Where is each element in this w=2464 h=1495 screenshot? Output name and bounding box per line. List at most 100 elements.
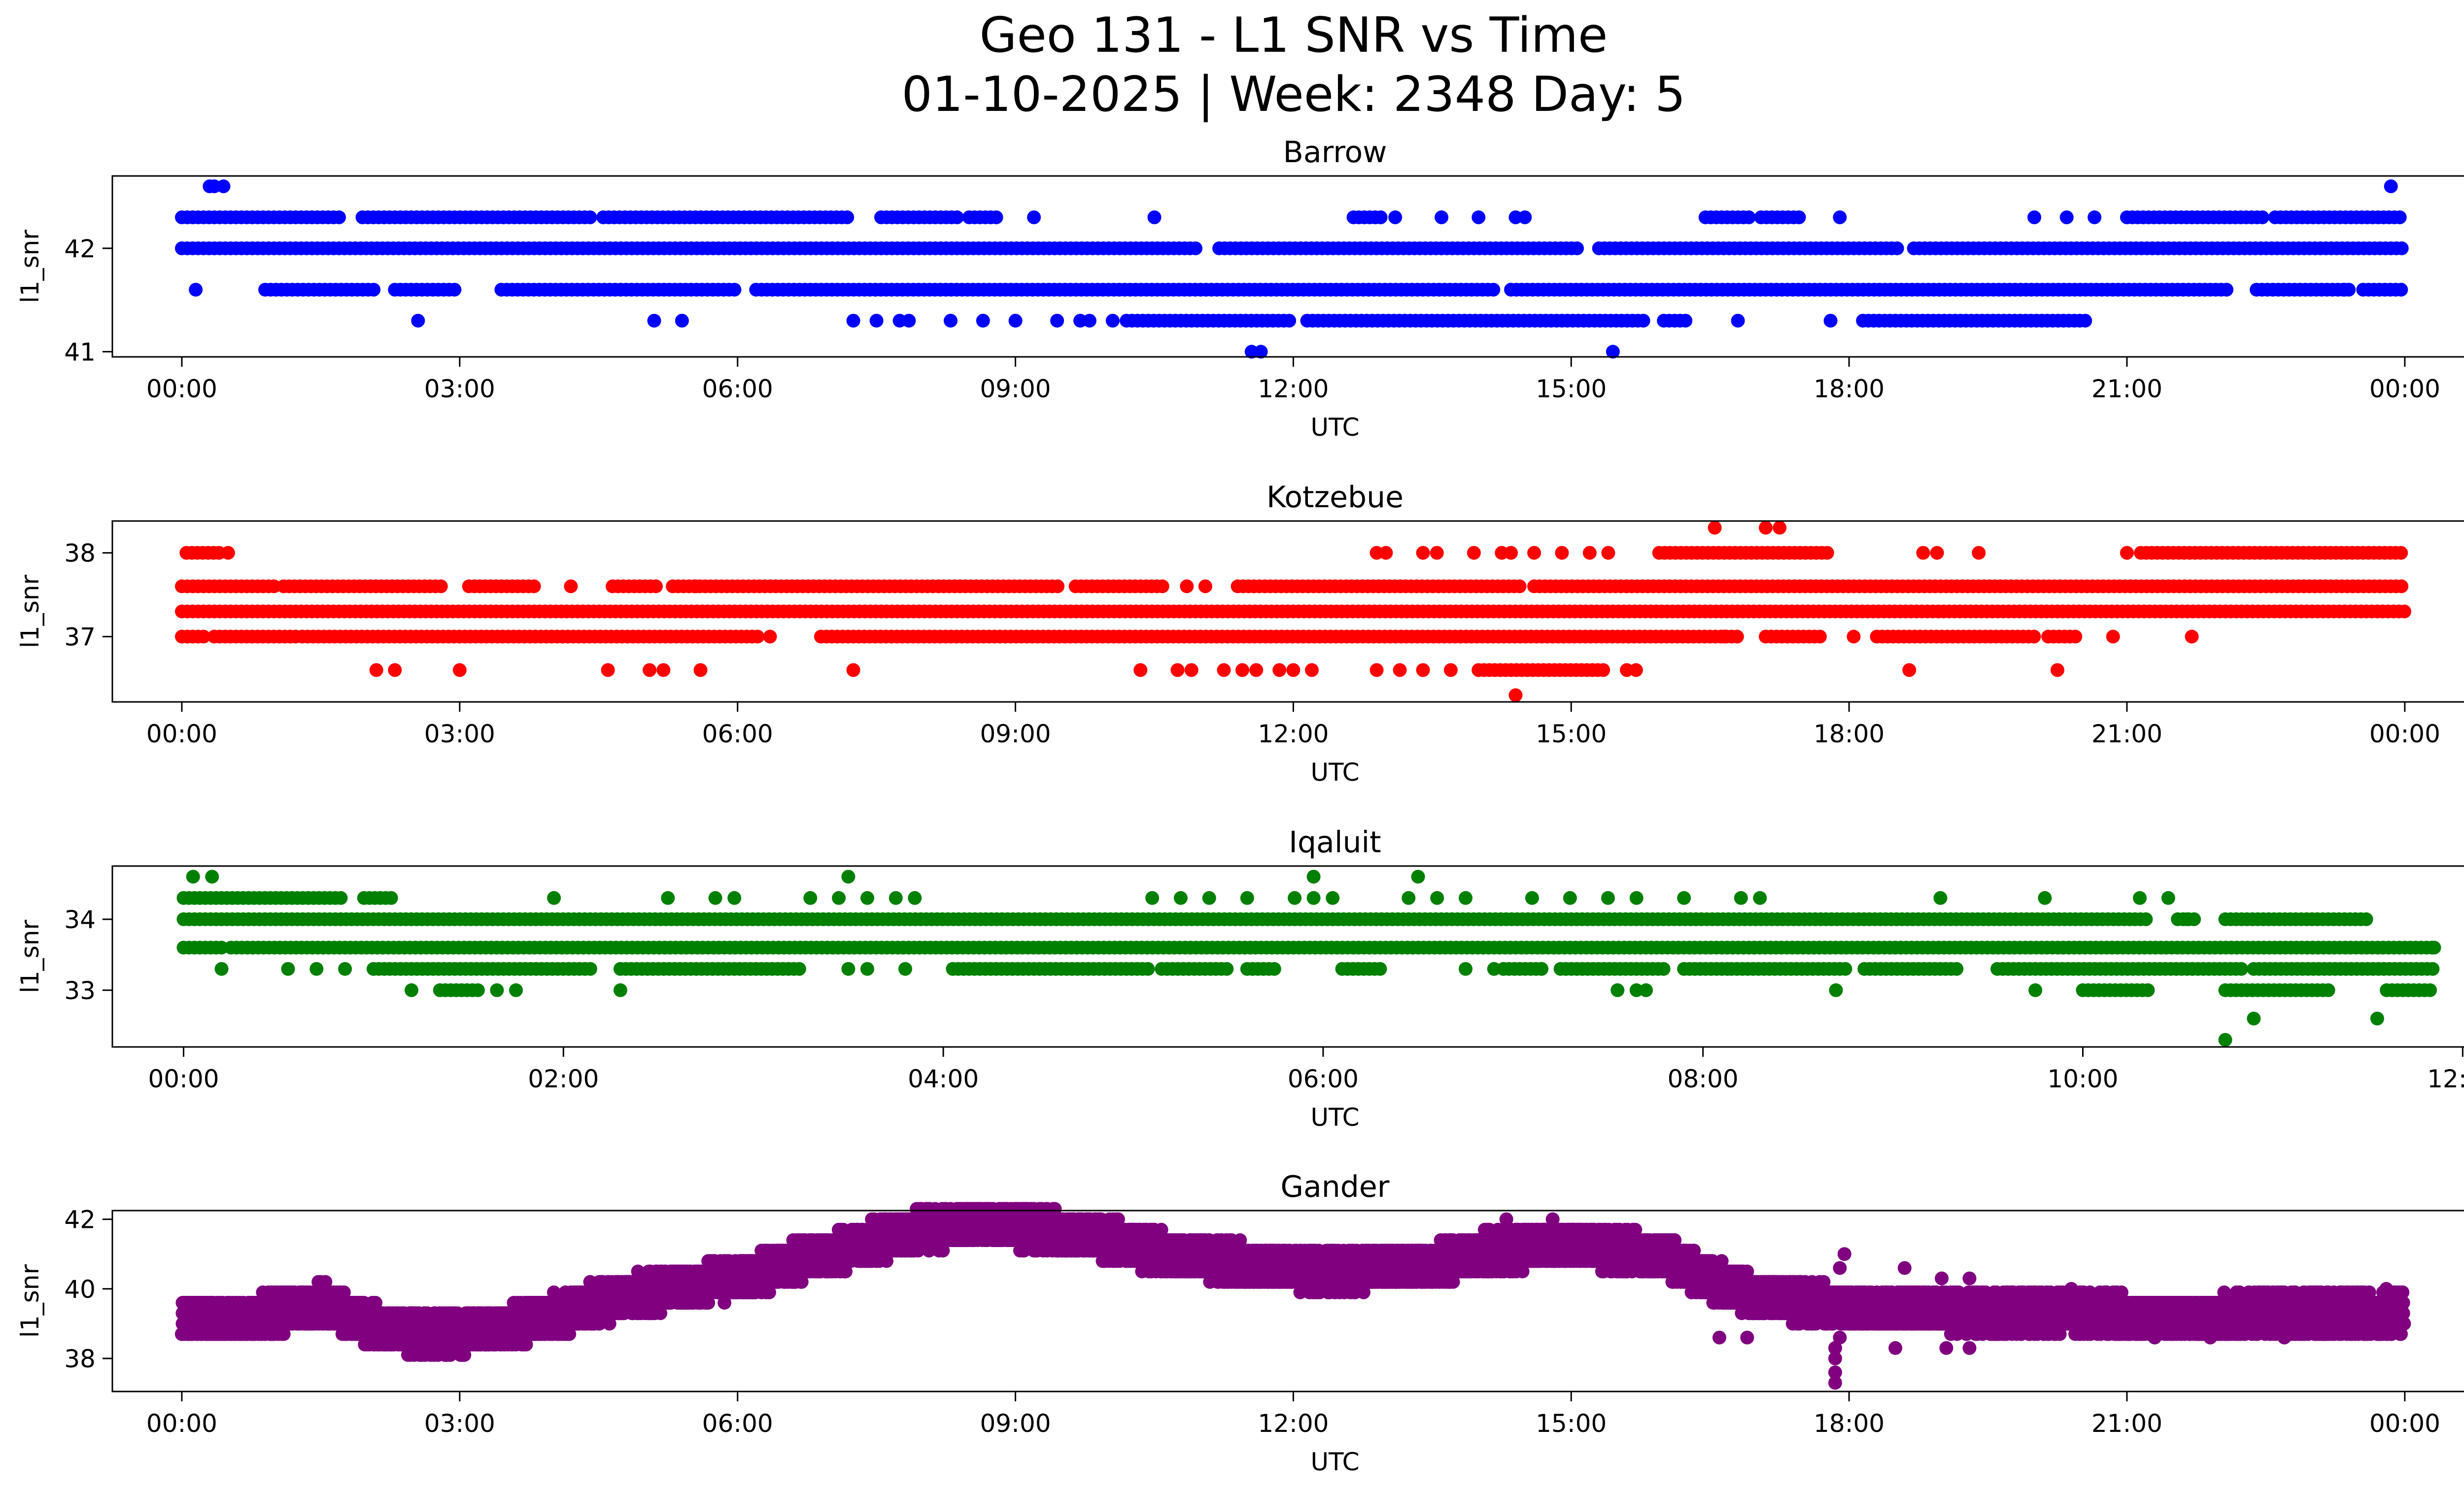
x-tick-label: 06:00 — [1288, 1065, 1359, 1093]
y-tick-label: 37 — [64, 623, 96, 651]
data-point — [2133, 891, 2147, 905]
data-point — [860, 891, 874, 905]
data-point — [1411, 869, 1425, 884]
data-point — [846, 313, 860, 328]
data-point — [869, 313, 884, 328]
data-point — [1288, 891, 1302, 905]
data-point — [490, 983, 504, 997]
data-point — [1677, 891, 1691, 905]
data-point — [1930, 546, 1944, 560]
x-tick-label: 09:00 — [980, 375, 1051, 403]
data-point — [1950, 962, 1964, 976]
data-point — [388, 663, 402, 677]
x-tick-label: 03:00 — [424, 375, 495, 403]
data-point — [1734, 891, 1748, 905]
data-point — [1972, 546, 1986, 560]
data-point — [1813, 629, 1827, 644]
data-point — [2337, 282, 2352, 297]
x-tick-label: 04:00 — [908, 1065, 979, 1093]
data-point — [1393, 663, 1407, 677]
data-point — [601, 663, 615, 677]
data-point — [2141, 983, 2155, 997]
x-tick-label: 02:00 — [528, 1065, 599, 1093]
figure-title-line-2: 01-10-2025 | Week: 2348 Day: 5 — [902, 67, 1686, 123]
data-point — [1435, 210, 1449, 224]
y-tick-label: 33 — [64, 976, 96, 1005]
x-tick-label: 18:00 — [1814, 720, 1884, 748]
data-point — [1198, 579, 1212, 593]
data-point — [727, 891, 742, 905]
data-point — [411, 313, 425, 328]
data-point — [1008, 313, 1023, 328]
data-point — [1373, 962, 1387, 976]
data-point — [527, 579, 541, 593]
x-tick-label: 21:00 — [2091, 720, 2162, 748]
data-point — [1133, 663, 1148, 677]
data-point — [976, 313, 990, 328]
x-axis-label: UTC — [1310, 413, 1359, 442]
data-point — [1792, 210, 1806, 224]
data-point — [2395, 579, 2409, 593]
data-point — [2218, 1033, 2232, 1047]
data-point — [2427, 940, 2441, 955]
data-point — [1141, 962, 1155, 976]
data-point — [1272, 663, 1287, 677]
subplot-title: Gander — [1281, 1170, 1390, 1204]
y-tick-label: 34 — [64, 905, 96, 934]
data-point — [1486, 282, 1501, 297]
data-point — [2106, 629, 2120, 644]
data-point — [613, 983, 627, 997]
data-point — [2028, 983, 2043, 997]
data-point — [1082, 313, 1096, 328]
data-point — [1753, 891, 1767, 905]
data-point — [205, 869, 219, 884]
data-point — [1527, 546, 1541, 560]
data-point — [1730, 629, 1744, 644]
data-point — [675, 313, 689, 328]
data-point — [2423, 983, 2437, 997]
data-point — [643, 663, 657, 677]
data-point — [1217, 663, 1231, 677]
data-point — [1639, 983, 1653, 997]
data-point — [1145, 891, 1160, 905]
data-point — [1504, 546, 1518, 560]
data-point — [860, 962, 874, 976]
data-point — [889, 891, 903, 905]
data-point — [1678, 313, 1693, 328]
data-point — [369, 663, 383, 677]
data-point — [1388, 210, 1403, 224]
data-point — [1601, 891, 1615, 905]
data-point — [2120, 546, 2134, 560]
x-tick-label: 00:00 — [2369, 720, 2440, 748]
data-point — [1759, 521, 1773, 535]
data-point — [647, 313, 661, 328]
data-point — [2038, 891, 2052, 905]
data-point — [1443, 663, 1458, 677]
data-point — [2397, 604, 2411, 619]
y-tick-label: 42 — [64, 235, 96, 263]
y-axis-label: l1_snr — [16, 920, 44, 993]
data-point — [1829, 983, 1843, 997]
x-tick-label: 18:00 — [1814, 375, 1884, 403]
x-tick-label: 03:00 — [424, 720, 495, 748]
data-point — [2078, 313, 2092, 328]
data-point — [564, 579, 578, 593]
data-point — [832, 891, 846, 905]
data-point — [583, 210, 597, 224]
data-point — [751, 629, 765, 644]
data-point — [693, 663, 708, 677]
data-point — [1596, 663, 1610, 677]
data-point — [1180, 579, 1194, 593]
data-point — [2220, 282, 2234, 297]
data-point — [1582, 546, 1597, 560]
data-point — [2088, 210, 2102, 224]
data-point — [2321, 983, 2335, 997]
data-point — [1173, 891, 1188, 905]
data-point — [763, 629, 777, 644]
data-point — [1459, 891, 1472, 905]
data-point — [2370, 1011, 2384, 1026]
data-point — [1050, 313, 1064, 328]
data-point — [902, 313, 916, 328]
data-point — [1708, 521, 1722, 535]
data-point — [2234, 962, 2249, 976]
